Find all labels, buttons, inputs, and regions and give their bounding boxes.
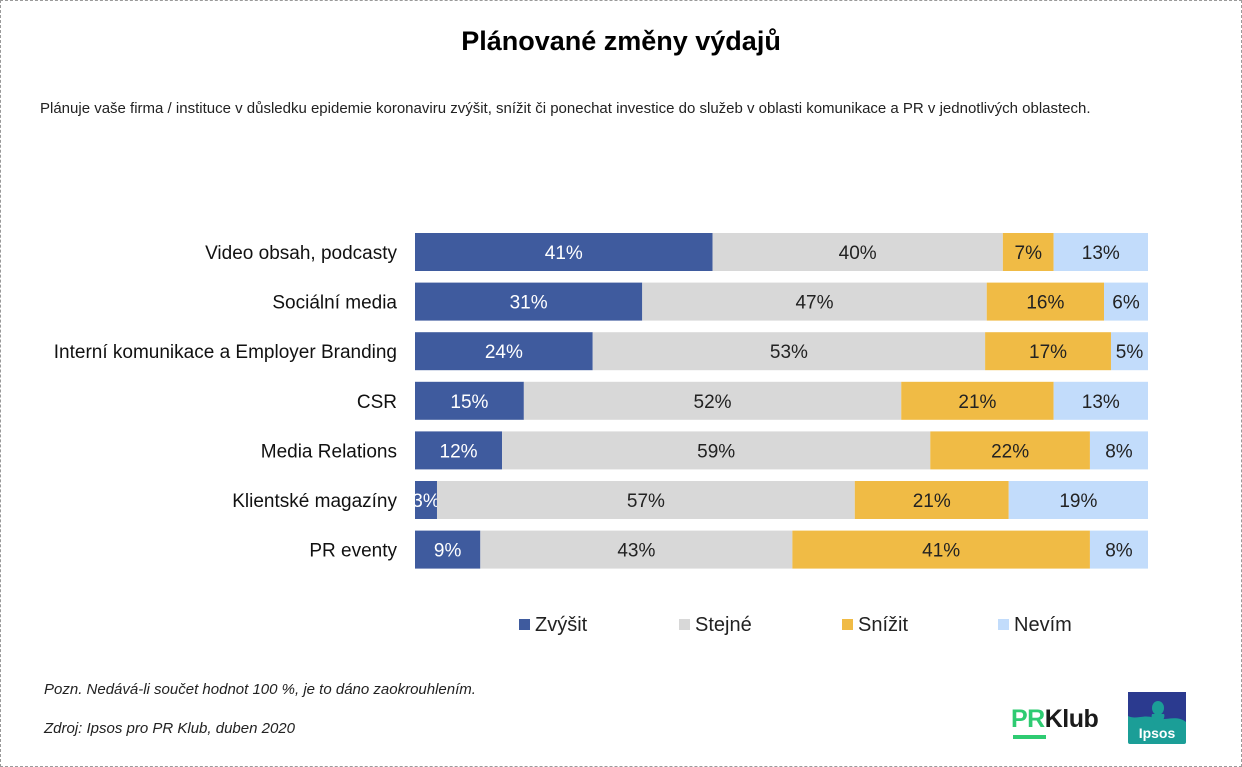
legend-swatch-snizit [842, 619, 853, 630]
bar-segment-snizit-klientske-magaziny [854, 481, 1009, 519]
data-label-stejne-video-obsah-podcasty: 40% [839, 243, 877, 264]
data-label-nevim-csr: 13% [1082, 392, 1120, 413]
legend-label-zvysit: Zvýšit [535, 614, 588, 636]
data-label-zvysit-video-obsah-podcasty: 41% [545, 243, 583, 264]
data-label-zvysit-socialni-media: 31% [510, 293, 548, 314]
bar-segment-zvysit-csr [415, 381, 524, 420]
data-label-stejne-interni-komunikace-a-employer-branding: 53% [770, 342, 808, 363]
data-label-zvysit-pr-eventy: 9% [434, 541, 462, 562]
bar-segment-stejne-media-relations [502, 431, 931, 470]
data-label-stejne-pr-eventy: 43% [617, 541, 655, 562]
data-label-snizit-socialni-media: 16% [1026, 293, 1064, 314]
bar-segment-snizit-video-obsah-podcasty [1002, 233, 1054, 271]
rounding-note: Pozn. Nedává-li součet hodnot 100 %, je … [44, 681, 476, 698]
source-note: Zdroj: Ipsos pro PR Klub, duben 2020 [44, 720, 295, 737]
bar-segment-nevim-pr-eventy [1089, 530, 1148, 569]
bar-segment-snizit-socialni-media [986, 282, 1105, 321]
bar-segment-snizit-media-relations [930, 431, 1090, 470]
category-label-video-obsah-podcasty: Video obsah, podcasty [205, 243, 397, 264]
bar-segment-nevim-socialni-media [1104, 282, 1148, 321]
bar-segment-zvysit-media-relations [415, 431, 503, 470]
legend-label-stejne: Stejné [695, 614, 752, 636]
data-label-snizit-klientske-magaziny: 21% [913, 491, 951, 512]
category-label-socialni-media: Sociální media [272, 293, 397, 314]
category-label-pr-eventy: PR eventy [309, 541, 397, 562]
bar-segment-nevim-media-relations [1089, 431, 1148, 470]
bar-segment-nevim-video-obsah-podcasty [1053, 233, 1148, 271]
bar-segment-stejne-csr [523, 381, 902, 420]
data-label-snizit-media-relations: 22% [991, 441, 1029, 462]
data-label-stejne-media-relations: 59% [697, 441, 735, 462]
prklub-logo-underline [1013, 735, 1046, 739]
bar-segment-snizit-interni-komunikace-a-employer-branding [985, 332, 1111, 371]
data-label-nevim-media-relations: 8% [1105, 441, 1133, 462]
data-label-zvysit-media-relations: 12% [440, 441, 478, 462]
legend-swatch-zvysit [519, 619, 530, 630]
ipsos-logo [1128, 692, 1186, 744]
bar-segment-nevim-klientske-magaziny [1008, 481, 1148, 519]
bar-segment-zvysit-klientske-magaziny [415, 481, 437, 519]
category-label-media-relations: Media Relations [261, 441, 397, 462]
data-label-snizit-pr-eventy: 41% [922, 541, 960, 562]
legend-item-stejne: Stejné [679, 614, 752, 637]
bar-segment-zvysit-video-obsah-podcasty [415, 233, 713, 271]
bar-segment-zvysit-socialni-media [415, 282, 643, 321]
bar-segment-stejne-klientske-magaziny [436, 481, 855, 519]
legend-label-nevim: Nevím [1014, 614, 1072, 636]
data-label-nevim-video-obsah-podcasty: 13% [1082, 243, 1120, 264]
legend-swatch-nevim [998, 619, 1009, 630]
bar-segment-zvysit-pr-eventy [415, 530, 481, 569]
chart-subtitle: Plánuje vaše firma / instituce v důsledk… [40, 100, 1091, 117]
legend-item-snizit: Snížit [842, 614, 908, 637]
data-label-zvysit-csr: 15% [450, 392, 488, 413]
data-label-nevim-socialni-media: 6% [1112, 293, 1140, 314]
bar-segment-snizit-csr [901, 381, 1054, 420]
legend-item-zvysit: Zvýšit [519, 614, 587, 637]
data-label-snizit-interni-komunikace-a-employer-branding: 17% [1029, 342, 1067, 363]
category-label-interni-komunikace-a-employer-branding: Interní komunikace a Employer Branding [54, 342, 397, 363]
prklub-logo: PRKlub [1011, 705, 1099, 734]
bar-segment-stejne-socialni-media [642, 282, 987, 321]
bar-segment-stejne-video-obsah-podcasty [712, 233, 1003, 271]
bar-segment-zvysit-interni-komunikace-a-employer-branding [415, 332, 593, 371]
data-label-zvysit-klientske-magaziny: 3% [412, 491, 440, 512]
bar-segment-nevim-interni-komunikace-a-employer-branding [1110, 332, 1148, 371]
legend-label-snizit: Snížit [858, 614, 909, 636]
bar-segment-stejne-interni-komunikace-a-employer-branding [592, 332, 986, 371]
data-label-snizit-csr: 21% [958, 392, 996, 413]
data-label-nevim-pr-eventy: 8% [1105, 541, 1133, 562]
bar-segment-snizit-pr-eventy [792, 530, 1090, 569]
data-label-nevim-interni-komunikace-a-employer-branding: 5% [1116, 342, 1144, 363]
prklub-logo-pr: PR [1011, 705, 1045, 733]
legend-swatch-stejne [679, 619, 690, 630]
bar-segment-nevim-csr [1053, 381, 1148, 420]
data-label-nevim-klientske-magaziny: 19% [1059, 491, 1097, 512]
data-label-stejne-socialni-media: 47% [795, 293, 833, 314]
legend-item-nevim: Nevím [998, 614, 1072, 637]
data-label-stejne-klientske-magaziny: 57% [627, 491, 665, 512]
chart-title: Plánované změny výdajů [461, 26, 781, 56]
prklub-logo-klub: Klub [1044, 705, 1099, 733]
ipsos-logo-text: Ipsos [1138, 725, 1176, 741]
category-label-csr: CSR [357, 392, 397, 413]
category-label-klientske-magaziny: Klientské magazíny [232, 491, 397, 512]
data-label-stejne-csr: 52% [694, 392, 732, 413]
data-label-zvysit-interni-komunikace-a-employer-branding: 24% [485, 342, 523, 363]
bar-segment-stejne-pr-eventy [480, 530, 793, 569]
data-label-snizit-video-obsah-podcasty: 7% [1015, 243, 1043, 264]
